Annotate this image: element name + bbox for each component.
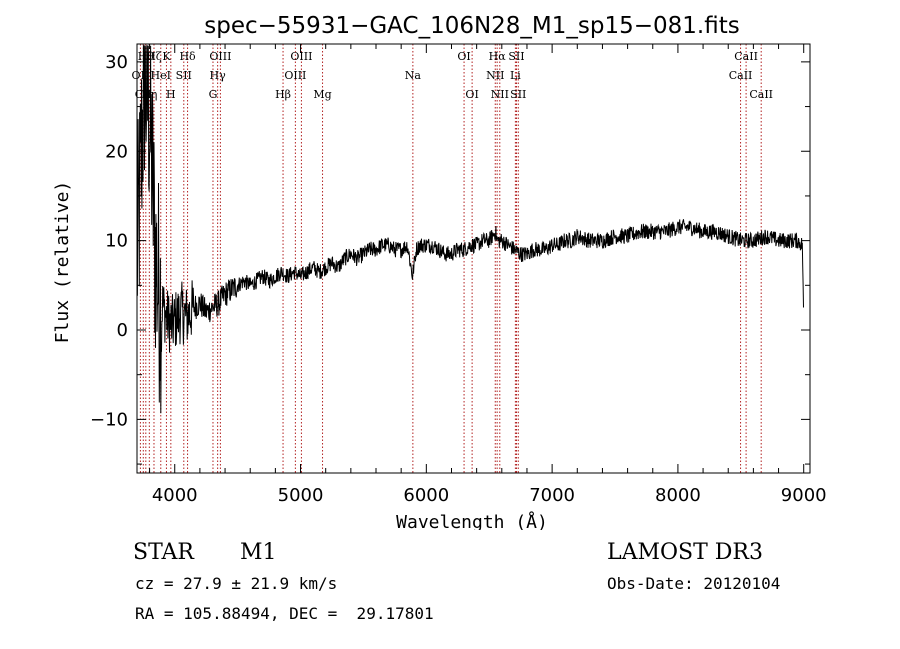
- y-tick-label: 30: [105, 52, 128, 73]
- spectral-line-label-15: OIII: [290, 50, 312, 63]
- spectral-line-label-20: NII: [486, 69, 504, 82]
- spectral-line-label-14: OIII: [284, 69, 306, 82]
- spectral-line-label-22: NII: [491, 88, 509, 101]
- x-tick-label: 5000: [278, 485, 324, 506]
- survey-name: LAMOST DR3: [607, 540, 763, 565]
- spectral-line-label-5: HeI: [151, 69, 171, 82]
- y-tick-label: 0: [117, 320, 128, 341]
- spectral-line-label-3: Hη: [141, 88, 157, 101]
- y-tick-label: 10: [105, 231, 128, 252]
- redshift-velocity: cz = 27.9 ± 21.9 km/s: [135, 574, 338, 593]
- y-tick-label: 20: [105, 141, 128, 162]
- object-class: STAR: [133, 540, 194, 565]
- observation-date: Obs-Date: 20120104: [607, 574, 781, 593]
- plot-frame: [136, 43, 811, 474]
- spectral-line-label-23: Li: [510, 69, 521, 82]
- chart-title: spec−55931−GAC_106N28_M1_sp15−081.fits: [204, 13, 739, 39]
- spectral-line-label-0: OII: [132, 69, 150, 82]
- spectral-line-label-26: CaII: [729, 69, 753, 82]
- spectral-line-label-19: OI: [465, 88, 478, 101]
- line-labels: OIICIIHθHηHζHeIKHSIIHδGHγOIIIHβOIIIOIIIM…: [132, 50, 773, 101]
- spectral-line-label-13: Hβ: [275, 88, 291, 101]
- spectral-line-label-7: H: [166, 88, 176, 101]
- spectral-line-label-25: SII: [510, 88, 526, 101]
- spectral-line-label-8: SII: [176, 69, 192, 82]
- x-tick-label: 9000: [781, 485, 827, 506]
- x-axis-label: Wavelength (Å): [396, 511, 548, 530]
- spectral-line-label-9: Hδ: [179, 50, 196, 63]
- spectral-line-label-1: CII: [135, 88, 152, 101]
- spectral-lines: [139, 44, 762, 473]
- spectral-line-label-10: G: [209, 88, 218, 101]
- spectral-line-label-18: OI: [457, 50, 470, 63]
- spectral-line-label-2: Hθ: [138, 50, 155, 63]
- spectral-line-label-24: SII: [508, 50, 524, 63]
- flux-line: [136, 45, 804, 414]
- y-tick-label: −10: [90, 409, 128, 430]
- flux-series: [136, 45, 804, 414]
- spectral-line-label-28: CaII: [749, 88, 773, 101]
- x-tick-label: 8000: [655, 485, 701, 506]
- x-tick-label: 4000: [152, 485, 198, 506]
- coordinates: RA = 105.88494, DEC = 29.17801: [135, 604, 434, 623]
- spectral-line-label-27: CaII: [734, 50, 758, 63]
- x-tick-label: 6000: [403, 485, 449, 506]
- spectral-line-label-21: Hα: [489, 50, 507, 63]
- spectral-line-label-4: Hζ: [146, 50, 162, 63]
- x-tick-label: 7000: [529, 485, 575, 506]
- axis-ticks: 4000 5000 6000 7000 8000 9000 −10 0 10 20 30: [90, 44, 827, 506]
- spectral-line-label-12: OIII: [209, 50, 231, 63]
- object-subclass: M1: [240, 540, 277, 565]
- spectral-line-label-17: Na: [405, 69, 422, 82]
- spectral-line-label-16: Mg: [313, 88, 331, 101]
- spectral-line-label-6: K: [162, 50, 171, 63]
- spectrum-chart: spec−55931−GAC_106N28_M1_sp15−081.fits 4…: [52, 13, 827, 530]
- y-axis-label: Flux (relative): [52, 181, 73, 344]
- spectral-line-label-11: Hγ: [210, 69, 227, 82]
